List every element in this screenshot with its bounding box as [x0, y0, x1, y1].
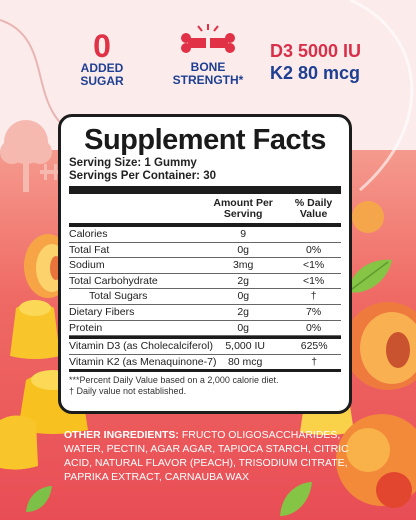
nutrient-name: Total Sugars [89, 290, 148, 303]
nutrient-name: Sodium [69, 259, 105, 272]
header-amount-line2: Serving [223, 208, 263, 220]
facts-row: Total Fat 0g 0% [69, 243, 341, 259]
nutrient-name: Vitamin K2 (as Menaquinone-7) [69, 355, 217, 368]
facts-row: Sodium 3mg <1% [69, 258, 341, 274]
bone-strength-icon [181, 24, 235, 53]
facts-title: Supplement Facts [84, 124, 326, 156]
peach-small-icon [352, 201, 384, 233]
facts-row: Vitamin D3 (as Cholecalciferol) 5,000 IU… [69, 336, 341, 355]
nutrient-dv: † [311, 355, 318, 368]
serving-size: Serving Size: 1 Gummy [69, 157, 197, 169]
facts-row: Total Carbohydrate 2g <1% [69, 274, 341, 290]
nutrient-amount: 9 [240, 228, 247, 240]
nutrient-dv: 7% [306, 305, 322, 318]
nutrient-amount: 0g [237, 321, 249, 334]
facts-row: Dietary Fibers 2g 7% [69, 305, 341, 321]
nutrient-amount: 2g [237, 274, 249, 287]
nutrient-name: Calories [69, 228, 108, 240]
d3-dose: D3 5000 IU [270, 41, 362, 61]
nutrient-amount: 5,000 IU [225, 340, 266, 353]
thick-divider [69, 186, 341, 194]
nutrient-dv [286, 227, 341, 242]
facts-row: Vitamin K2 (as Menaquinone-7) 80 mcg † [69, 355, 341, 373]
header-dv-line1: % Daily [294, 197, 333, 209]
sugar-label: SUGAR [80, 74, 124, 88]
nutrient-name: Total Fat [69, 243, 110, 256]
footnote-dagger: † Daily value not established. [69, 386, 187, 397]
added-label: ADDED [80, 61, 124, 75]
leaf-icon-2 [26, 486, 52, 512]
footnote-daily-value: ***Percent Daily Value based on a 2,000 … [69, 375, 279, 386]
header-dv-line2: Value [299, 208, 328, 220]
nutrient-dv: 625% [300, 340, 328, 353]
nutrient-dv: 0% [306, 321, 322, 334]
nutrient-dv: <1% [302, 259, 325, 272]
facts-row: Total Sugars 0g † [69, 289, 341, 305]
nutrient-amount: 80 mcg [227, 355, 263, 368]
other-ingredients: OTHER INGREDIENTS: FRUCTO OLIGOSACCHARID… [64, 428, 354, 484]
added-sugar-badge: 0 ADDED SUGAR [72, 30, 132, 88]
strength-label: STRENGTH* [172, 73, 244, 87]
zero-symbol: 0 [93, 28, 111, 64]
facts-row: Calories 9 [69, 227, 341, 243]
facts-row: Protein 0g 0% [69, 321, 341, 337]
medium-divider [69, 223, 341, 227]
peach-half-icon [344, 302, 416, 390]
header-amount: Amount Per Serving [200, 198, 286, 220]
header-amount-line1: Amount Per [213, 197, 273, 209]
nutrient-dv: 0% [306, 243, 322, 256]
leaf-icon [347, 259, 392, 293]
nutrient-name: Total Carbohydrate [69, 274, 158, 287]
tree-icon [0, 120, 62, 192]
nutrient-amount: 0g [237, 290, 250, 303]
nutrient-dv: <1% [302, 274, 325, 287]
header-spacer [69, 198, 200, 220]
nutrient-name: Protein [69, 321, 103, 334]
nutrient-name: Vitamin D3 (as Cholecalciferol) [69, 340, 213, 353]
nutrient-amount: 2g [237, 305, 249, 318]
bone-label: BONE [190, 60, 226, 74]
ingredients-text: FRUCTO OLIGOSACCHARIDES, WATER, PECTIN, … [64, 429, 349, 483]
dose-info: D3 5000 IU K2 80 mcg [270, 40, 361, 84]
bone-strength-badge: BONE STRENGTH* [165, 22, 251, 87]
gummy-icon [10, 300, 60, 359]
ingredients-label: OTHER INGREDIENTS: [64, 429, 179, 441]
nutrient-amount: 3mg [232, 259, 254, 272]
gummy-icon-3 [0, 415, 38, 470]
nutrient-name: Dietary Fibers [69, 305, 135, 318]
nutrient-amount: 0g [237, 243, 249, 256]
peach-icon [336, 414, 416, 508]
header-daily-value: % Daily Value [286, 198, 341, 220]
supplement-facts-panel: Supplement Facts Serving Size: 1 Gummy S… [58, 114, 352, 414]
leaf-icon-3 [280, 482, 312, 516]
facts-header-row: Amount Per Serving % Daily Value [69, 196, 341, 223]
nutrient-dv: † [310, 290, 317, 303]
servings-per-container: Servings Per Container: 30 [69, 170, 216, 182]
k2-dose: K2 80 mcg [270, 63, 361, 83]
